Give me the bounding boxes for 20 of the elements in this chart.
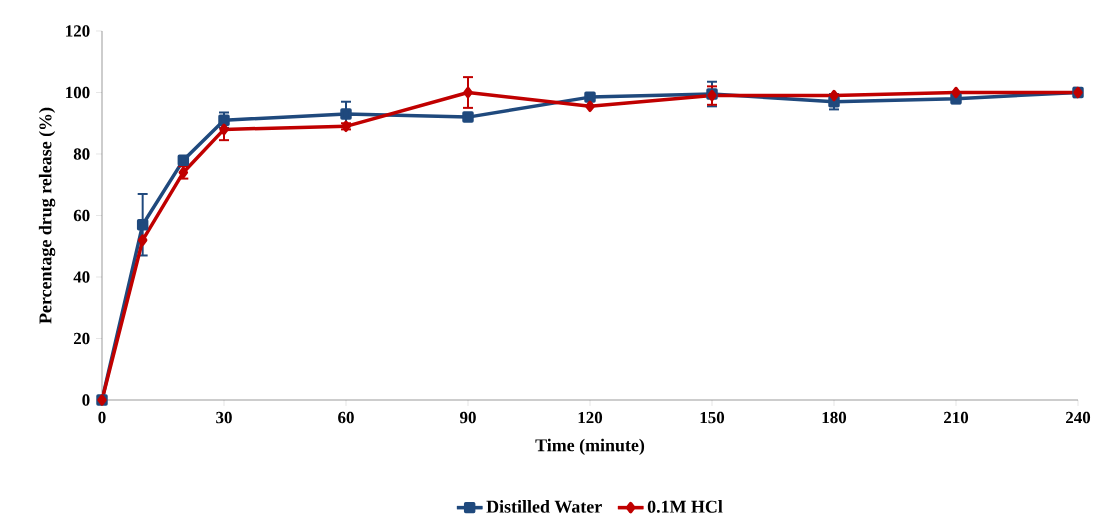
y-tick-label: 40	[73, 271, 90, 283]
x-tick-label: 180	[822, 411, 847, 424]
legend-label: 0.1M HCl	[647, 500, 723, 513]
y-tick-label: 20	[73, 332, 90, 345]
x-tick-label: 240	[1066, 411, 1091, 424]
x-tick-label: 0	[98, 411, 106, 424]
y-tick-label: 100	[66, 86, 90, 99]
x-tick-label: 90	[460, 411, 476, 424]
y-tick-label: 60	[73, 209, 90, 222]
x-tick-label: 210	[944, 411, 969, 424]
x-tick-label: 150	[700, 411, 725, 424]
x-tick-label: 60	[338, 411, 354, 424]
y-tick-label: 0	[82, 394, 90, 406]
legend-label: Distilled Water	[486, 500, 602, 513]
y-tick-label: 80	[73, 148, 90, 160]
x-axis-title: Time (minute)	[535, 438, 645, 455]
y-axis-title: Percentage drug release (%)	[38, 107, 56, 324]
y-tick-label: 120	[66, 25, 90, 37]
x-tick-label: 120	[578, 411, 603, 424]
x-tick-label: 30	[216, 411, 232, 424]
